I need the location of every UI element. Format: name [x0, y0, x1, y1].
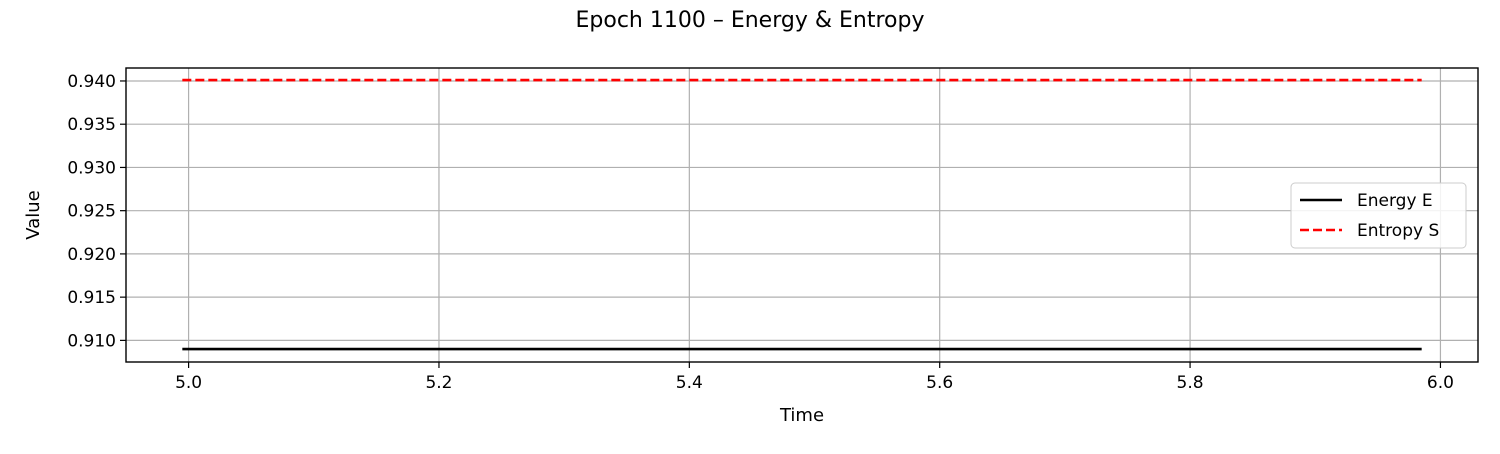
- y-tick-label: 0.915: [67, 288, 116, 308]
- legend-label-energy: Energy E: [1357, 191, 1433, 211]
- x-axis-ticks: 5.0 5.2 5.4 5.6 5.8 6.0: [175, 362, 1454, 393]
- y-tick-label: 0.935: [67, 115, 116, 135]
- grid-lines: [126, 68, 1478, 362]
- y-tick-label: 0.930: [67, 158, 116, 178]
- legend: Energy E Entropy S: [1290, 182, 1467, 249]
- legend-label-entropy: Entropy S: [1357, 221, 1439, 241]
- x-tick-label: 5.8: [1177, 373, 1204, 393]
- x-tick-label: 5.2: [425, 373, 452, 393]
- plot-frame: [125, 67, 1479, 363]
- y-axis-ticks: 0.910 0.915 0.920 0.925 0.930 0.935 0.940: [67, 72, 126, 351]
- series-lines: [182, 78, 1422, 351]
- x-tick-label: 5.6: [926, 373, 953, 393]
- y-tick-label: 0.940: [67, 72, 116, 92]
- chart-title: Epoch 1100 – Energy & Entropy: [576, 8, 925, 33]
- x-axis-label: Time: [779, 405, 824, 426]
- y-tick-label: 0.925: [67, 202, 116, 222]
- x-tick-label: 5.4: [676, 373, 703, 393]
- y-axis-label: Value: [23, 190, 44, 239]
- y-tick-label: 0.920: [67, 245, 116, 265]
- x-tick-label: 5.0: [175, 373, 202, 393]
- x-tick-label: 6.0: [1427, 373, 1454, 393]
- y-tick-label: 0.910: [67, 331, 116, 351]
